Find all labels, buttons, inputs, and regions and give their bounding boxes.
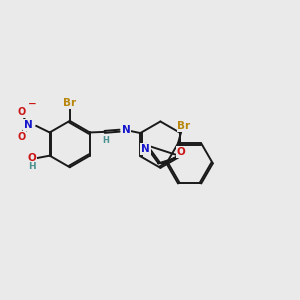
Text: O: O — [17, 107, 26, 117]
Text: O: O — [177, 147, 185, 157]
Text: O: O — [17, 132, 26, 142]
Text: Br: Br — [177, 121, 190, 131]
Text: H: H — [102, 136, 109, 145]
Text: Br: Br — [63, 98, 76, 108]
Text: N: N — [24, 120, 32, 130]
Text: −: − — [27, 99, 36, 109]
Text: N: N — [141, 144, 150, 154]
Text: N: N — [122, 125, 130, 135]
Text: O: O — [28, 153, 36, 163]
Text: H: H — [28, 162, 36, 171]
